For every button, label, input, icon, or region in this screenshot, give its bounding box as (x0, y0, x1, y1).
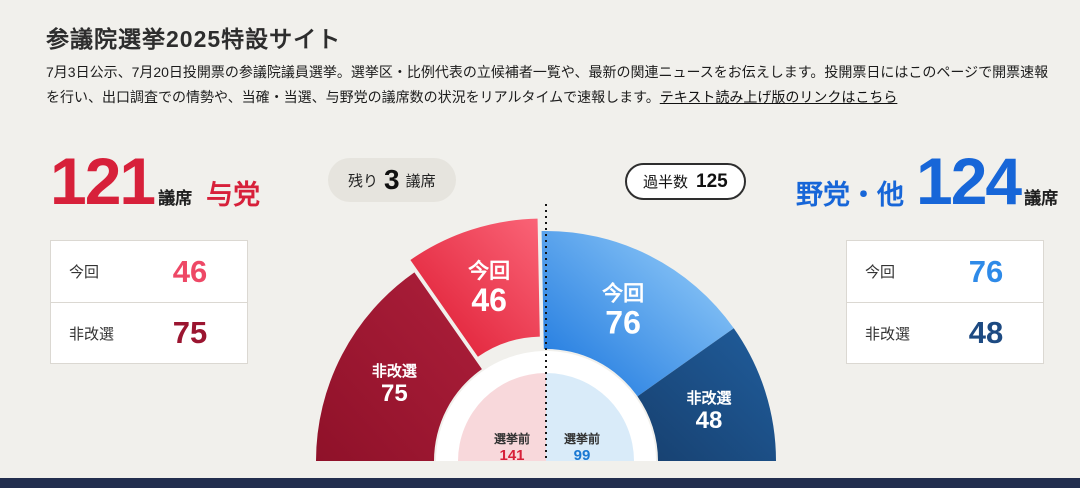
page-title: 参議院選挙2025特設サイト (46, 26, 342, 52)
table-row: 今回 46 (51, 241, 247, 302)
row-label: 今回 (865, 264, 896, 281)
table-row: 非改選 75 (51, 302, 247, 363)
pre-election-wedge-0 (458, 373, 546, 461)
table-row: 今回 76 (847, 241, 1043, 302)
segment-label: 今回 (602, 281, 644, 305)
opposition-headline: 野党・他 124 議席 (796, 148, 1058, 214)
footer-bar (0, 478, 1080, 488)
row-value: 76 (968, 253, 1004, 289)
ruling-headline: 121 議席 与党 (50, 148, 260, 214)
segment-value: 46 (471, 282, 507, 318)
ruling-seat-unit: 議席 (158, 189, 193, 208)
pre-election-value: 141 (499, 447, 524, 464)
majority-badge: 過半数 125 (625, 163, 746, 200)
segment-label: 今回 (468, 259, 510, 283)
pre-election-value: 99 (574, 447, 591, 464)
remaining-prefix: 残り (348, 172, 379, 190)
ruling-stats-table: 今回 46 非改選 75 (50, 240, 248, 364)
ruling-group-name: 与党 (206, 180, 261, 210)
row-label: 今回 (69, 264, 100, 281)
row-value: 48 (968, 315, 1004, 350)
row-label: 非改選 (865, 325, 911, 343)
pre-election-wedge-1 (546, 373, 634, 461)
ruling-total-seats: 121 (50, 144, 156, 218)
segment-label: 非改選 (372, 362, 417, 380)
opposition-seat-unit: 議席 (1024, 189, 1059, 208)
table-row: 非改選 48 (847, 302, 1043, 363)
segment-value: 75 (381, 380, 408, 407)
pre-election-label: 選挙前 (494, 431, 530, 446)
opposition-stats-table: 今回 76 非改選 48 (846, 240, 1044, 364)
segment-value: 76 (605, 304, 641, 340)
segment-value: 48 (696, 407, 723, 434)
intro-body: 7月3日公示、7月20日投開票の参議院議員選挙。選挙区・比例代表の立候補者一覧や… (46, 64, 1049, 106)
remaining-suffix: 議席 (405, 172, 436, 190)
row-value: 75 (172, 315, 208, 350)
majority-value: 125 (696, 170, 728, 192)
row-value: 46 (172, 253, 208, 289)
opposition-group-name: 野党・他 (796, 180, 904, 210)
remaining-seats-badge: 残り 3 議席 (328, 158, 456, 202)
row-label: 非改選 (69, 325, 115, 343)
remaining-value: 3 (384, 164, 400, 195)
majority-label: 過半数 (643, 174, 689, 191)
text-readout-link[interactable]: テキスト読み上げ版のリンクはこちら (659, 89, 898, 106)
pre-election-label: 選挙前 (564, 431, 600, 446)
intro-text: 7月3日公示、7月20日投開票の参議院議員選挙。選挙区・比例代表の立候補者一覧や… (46, 60, 1050, 110)
segment-label: 非改選 (686, 389, 731, 407)
opposition-total-seats: 124 (916, 144, 1022, 218)
